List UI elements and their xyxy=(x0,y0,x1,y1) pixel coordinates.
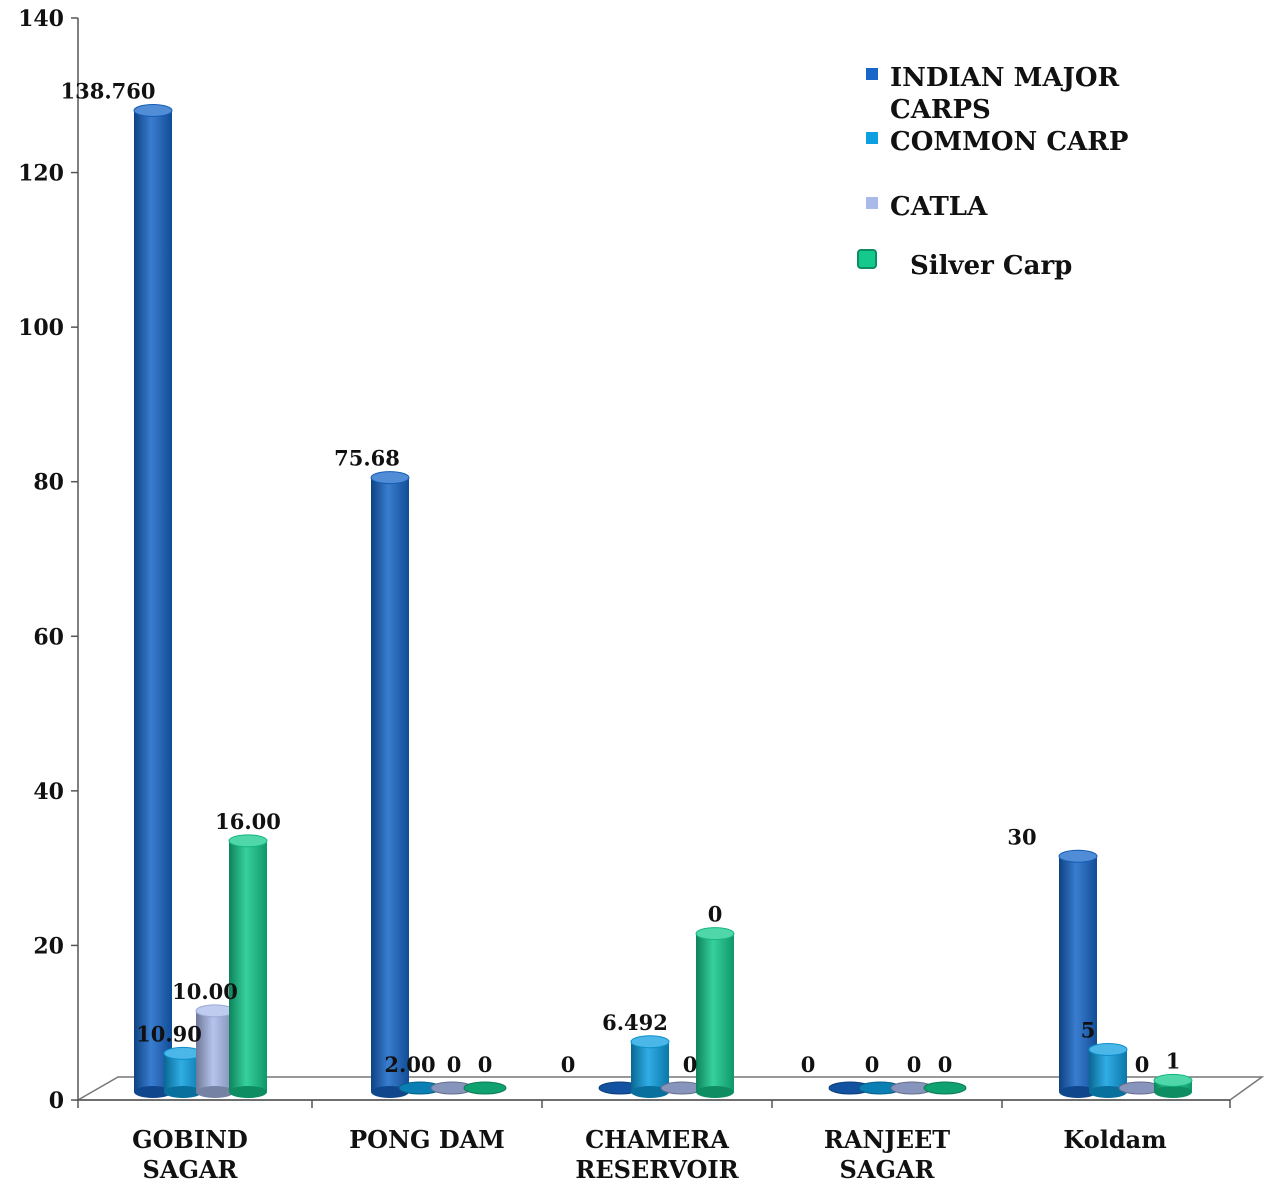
data-label: 0 xyxy=(683,1052,698,1077)
y-tick-label: 40 xyxy=(33,779,64,805)
bar-0-4 xyxy=(1058,849,1098,1098)
legend-swatch xyxy=(857,249,877,269)
bar-3-2 xyxy=(695,927,735,1098)
data-label: 6.492 xyxy=(602,1010,668,1035)
data-label: 0 xyxy=(907,1052,922,1077)
data-label: 2.00 xyxy=(384,1052,435,1077)
x-category-label: RANJEET SAGAR xyxy=(824,1125,950,1184)
data-label: 0 xyxy=(801,1052,816,1077)
y-tick-label: 0 xyxy=(49,1088,64,1114)
bar-3-3 xyxy=(923,1081,967,1095)
legend-swatch xyxy=(866,68,878,80)
bar-1-4 xyxy=(1088,1042,1128,1098)
bar-0-0 xyxy=(133,103,173,1098)
y-tick-label: 60 xyxy=(33,624,64,650)
legend-item: Silver Carp xyxy=(857,249,1072,281)
legend-item: COMMON CARP xyxy=(866,127,1128,157)
data-label: 0 xyxy=(1135,1052,1150,1077)
legend-item: CATLA xyxy=(866,192,988,222)
data-label: 0 xyxy=(447,1052,462,1077)
data-label: 10.90 xyxy=(136,1021,202,1046)
x-category-label: GOBIND SAGAR xyxy=(132,1125,248,1184)
data-label: 0 xyxy=(938,1052,953,1077)
bar-3-1 xyxy=(463,1081,507,1095)
legend-label: INDIAN MAJOR CARPS xyxy=(890,63,1120,125)
y-tick-label: 120 xyxy=(18,161,64,187)
legend-label: Silver Carp xyxy=(910,251,1072,281)
legend-swatch xyxy=(866,132,878,144)
bars xyxy=(133,103,1193,1098)
bar-3-4 xyxy=(1153,1073,1193,1098)
data-label: 10.00 xyxy=(172,979,238,1004)
legend-swatch xyxy=(866,197,878,209)
data-label: 138.760 xyxy=(61,78,156,103)
data-label: 0 xyxy=(708,902,723,927)
legend-label: CATLA xyxy=(890,192,988,222)
data-label: 75.68 xyxy=(334,446,400,471)
legend-label: COMMON CARP xyxy=(890,127,1128,157)
y-tick-label: 140 xyxy=(18,6,64,32)
bar-2-0 xyxy=(195,1004,235,1098)
data-label: 0 xyxy=(478,1052,493,1077)
data-label: 5 xyxy=(1081,1017,1096,1042)
x-category-label: CHAMERA RESERVOIR xyxy=(575,1125,739,1184)
y-tick-label: 100 xyxy=(18,315,64,341)
x-category-label: PONG DAM xyxy=(349,1125,505,1154)
y-tick-label: 20 xyxy=(33,933,64,959)
data-label: 30 xyxy=(1007,824,1036,849)
legend-item: INDIAN MAJOR CARPS xyxy=(866,63,1120,125)
bar-1-0 xyxy=(163,1046,203,1098)
bar-0-1 xyxy=(370,471,410,1098)
data-label: 0 xyxy=(865,1052,880,1077)
data-label: 16.00 xyxy=(215,809,281,834)
bar-1-2 xyxy=(630,1035,670,1098)
bar-3-0 xyxy=(228,834,268,1098)
y-tick-label: 80 xyxy=(33,470,64,496)
x-category-label: Koldam xyxy=(1063,1125,1166,1154)
data-label: 0 xyxy=(561,1052,576,1077)
data-label: 1 xyxy=(1166,1048,1181,1073)
